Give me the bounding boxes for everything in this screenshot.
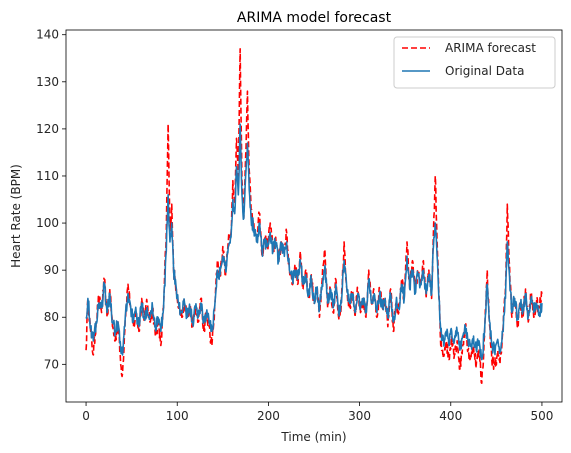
legend-box xyxy=(393,36,556,89)
y-axis-ticks: 70 80 90 100 110 120 130 140 xyxy=(36,28,66,371)
x-tick-label: 0 xyxy=(82,409,90,423)
x-tick-label: 500 xyxy=(530,409,553,423)
chart-title: ARIMA model forecast xyxy=(237,10,392,26)
plot-lines xyxy=(85,48,543,384)
x-axis-ticks: 0 100 200 300 400 500 xyxy=(82,402,553,423)
plot-frame xyxy=(65,29,563,403)
x-tick-label: 200 xyxy=(257,409,280,423)
x-axis-label: Time (min) xyxy=(280,430,346,444)
y-tick-label: 140 xyxy=(36,28,59,42)
y-tick-label: 100 xyxy=(36,216,59,230)
y-tick-label: 80 xyxy=(44,310,59,324)
x-tick-label: 300 xyxy=(348,409,371,423)
series-line-original-data xyxy=(85,123,543,361)
y-tick-label: 110 xyxy=(36,169,59,183)
legend: ARIMA forecast Original Data xyxy=(393,36,556,89)
x-tick-label: 100 xyxy=(166,409,189,423)
y-tick-label: 120 xyxy=(36,122,59,136)
y-tick-label: 130 xyxy=(36,75,59,89)
y-axis-label: Heart Rate (BPM) xyxy=(9,164,23,268)
legend-label-arima-forecast: ARIMA forecast xyxy=(445,41,536,55)
x-tick-label: 400 xyxy=(439,409,462,423)
y-tick-label: 90 xyxy=(44,263,59,277)
legend-label-original-data: Original Data xyxy=(445,64,524,78)
y-tick-label: 70 xyxy=(44,357,59,371)
